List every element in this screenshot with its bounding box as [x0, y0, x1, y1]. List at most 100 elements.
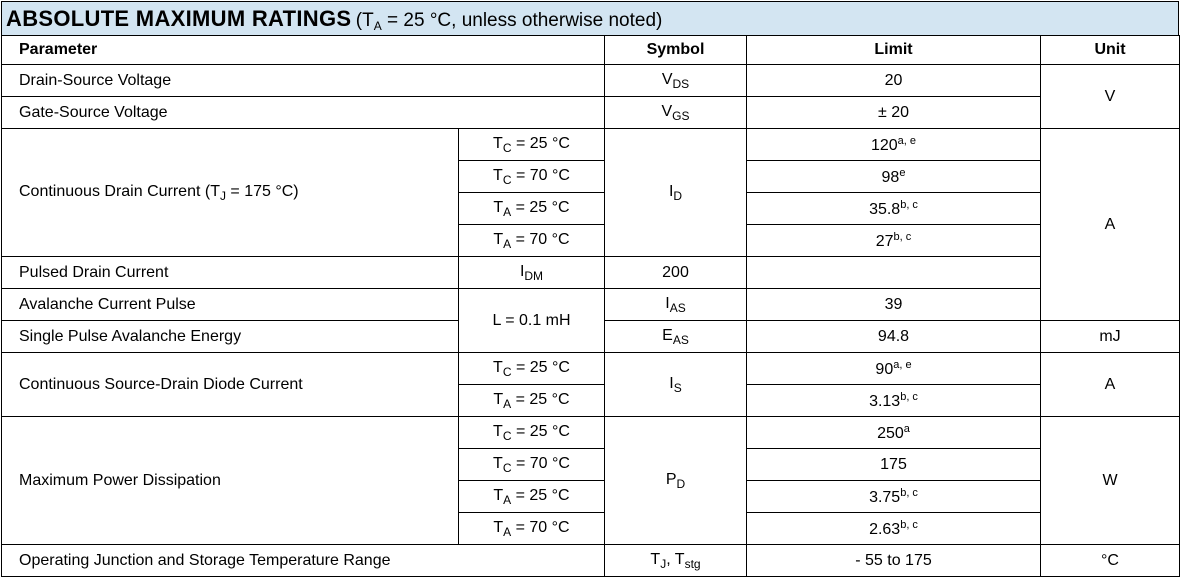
text: Limit: [746, 35, 1041, 65]
table-row: Avalanche Current Pulse L = 0.1 mH IAS 39: [1, 288, 1180, 353]
text: T: [493, 134, 503, 152]
limit-cell: 27b, c: [746, 224, 1041, 257]
limit-cell: ± 20: [746, 96, 1041, 129]
table-row: Parameter Symbol Limit Unit: [1, 35, 1180, 65]
text: 35.8: [869, 200, 901, 218]
ratings-table: Parameter Symbol Limit Unit Drain-Source…: [1, 35, 1180, 577]
limit-cell: 94.8: [746, 320, 1041, 353]
text: = 25 °C: [511, 422, 570, 440]
condition-cell: TA = 25 °C: [458, 384, 605, 417]
text: ABSOLUTE MAXIMUM RATINGS: [6, 6, 352, 31]
text: T: [493, 486, 504, 504]
table-row: Continuous Drain Current (TJ = 175 °C) TC…: [1, 128, 1180, 321]
symbol-cell: IAS: [604, 288, 747, 321]
parameter-cell: Single Pulse Avalanche Energy: [1, 320, 459, 353]
symbol-cell: IDM: [458, 256, 605, 289]
table-row: Pulsed Drain Current IDM 200: [1, 256, 1180, 289]
text: 94.8: [877, 327, 910, 345]
text: T: [493, 166, 503, 184]
symbol-cell: EAS: [604, 320, 747, 353]
condition-cell: TC = 70 °C: [458, 160, 605, 193]
unit-cell: A: [1040, 128, 1180, 321]
text: 120: [870, 136, 898, 154]
unit-cell: mJ: [1040, 320, 1180, 353]
text: = 25 °C, unless otherwise noted): [381, 10, 663, 31]
parameter-cell: Gate-Source Voltage: [1, 96, 605, 129]
symbol-cell: PD: [604, 416, 747, 545]
unit-cell: A: [1040, 352, 1180, 417]
text: 250: [877, 424, 904, 442]
limit-cell: 200: [604, 256, 747, 289]
limit-cell: 39: [746, 288, 1041, 321]
text: e: [899, 166, 906, 179]
table-part: Parameter Symbol Limit Unit: [1, 35, 1180, 65]
text: b, c: [893, 230, 912, 243]
text: 20: [884, 71, 903, 89]
text: I: [669, 374, 674, 392]
symbol-cell: VDS: [604, 64, 747, 97]
unit-cell: W: [1040, 416, 1180, 545]
text: = 70 °C: [511, 166, 570, 184]
text: = 70 °C: [511, 518, 570, 536]
text: 39: [884, 295, 903, 313]
text: 98: [881, 168, 900, 186]
text: P: [665, 470, 677, 488]
text: I: [665, 294, 670, 312]
table-row: TA = 25 °C 35.8b, c: [2, 192, 1180, 225]
table-row: Operating Junction and Storage Temperatu…: [1, 544, 1180, 577]
limit-cell: 175: [746, 448, 1041, 481]
parameter-cell: Operating Junction and Storage Temperatu…: [1, 544, 605, 577]
parameter-cell: Drain-Source Voltage: [1, 64, 605, 97]
text: T: [493, 454, 503, 472]
text: T: [493, 358, 503, 376]
table-row: Single Pulse Avalanche Energy EAS 94.8 mJ: [1, 320, 1180, 353]
text: T: [493, 230, 504, 248]
text: I: [668, 182, 674, 200]
text: b, c: [900, 390, 918, 403]
limit-cell: 3.75b, c: [746, 480, 1041, 513]
condition-cell: TA = 70 °C: [458, 224, 605, 257]
text: = 25 °C: [511, 358, 570, 376]
symbol-cell: ID: [604, 128, 747, 257]
text: AS: [672, 332, 689, 347]
text: a, e: [893, 358, 912, 371]
text: 90: [875, 360, 894, 378]
limit-cell: 120a, e: [746, 128, 1041, 161]
table-row: Gate-Source Voltage VGS ± 20: [1, 96, 1180, 129]
text: C: [502, 428, 512, 443]
parameter-cell: Continuous Source-Drain Diode Current: [1, 352, 459, 417]
text: AS: [669, 300, 686, 315]
table-row: TA = 25 °C 3.75b, c: [2, 480, 1180, 513]
symbol-cell: IS: [604, 352, 747, 417]
unit-cell: °C: [1040, 544, 1180, 577]
condition-cell: TC = 25 °C: [458, 416, 605, 449]
limit-cell: 90a, e: [746, 352, 1041, 385]
text: Parameter: [1, 35, 605, 65]
text: V: [661, 70, 673, 88]
symbol-cell: TJ, Tstg: [604, 544, 747, 577]
table-row: TC = 70 °C 175: [2, 448, 1180, 481]
limit-cell: 2.63b, c: [746, 512, 1041, 545]
condition-cell: TA = 70 °C: [458, 512, 605, 545]
text: a: [903, 422, 910, 435]
text: E: [662, 326, 673, 344]
text: GS: [672, 108, 690, 123]
text: D: [673, 188, 683, 203]
text: = 25 °C: [511, 134, 570, 152]
condition-cell: L = 0.1 mH: [458, 288, 605, 353]
parameter-cell: Continuous Drain Current (TJ = 175 °C): [1, 128, 459, 257]
text: D: [676, 476, 686, 491]
text: T: [650, 550, 661, 568]
limit-cell: 35.8b, c: [746, 192, 1041, 225]
text: b, c: [900, 198, 918, 211]
condition-cell: TA = 25 °C: [458, 480, 605, 513]
limit-cell: - 55 to 175: [746, 544, 1041, 577]
text: S: [673, 380, 682, 395]
title-bar: ABSOLUTE MAXIMUM RATINGS (TA = 25 °C, un…: [1, 1, 1179, 35]
text: (T: [355, 10, 374, 31]
condition-cell: TA = 25 °C: [458, 192, 605, 225]
condition-cell: TC = 25 °C: [458, 352, 605, 385]
text: A: [373, 19, 382, 33]
text: T: [493, 518, 504, 536]
